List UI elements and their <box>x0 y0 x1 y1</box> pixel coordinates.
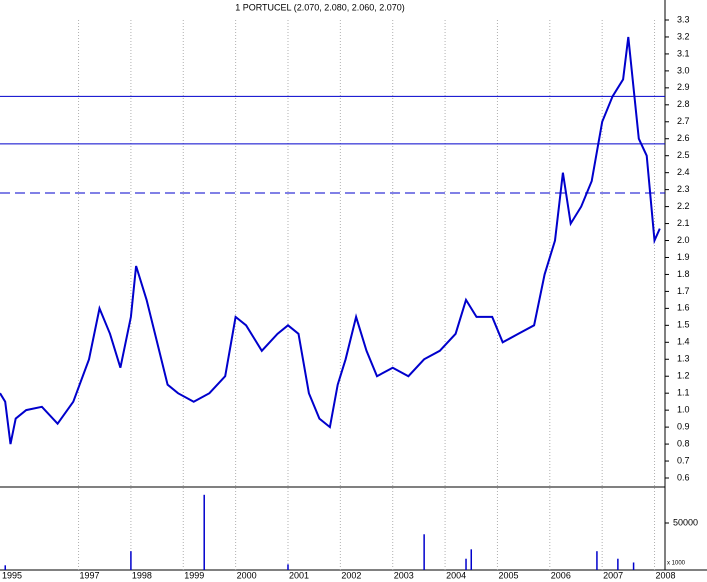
y-axis-label: x 1000 <box>667 561 686 567</box>
chart-title: 1 PORTUCEL (2.070, 2.080, 2.060, 2.070) <box>235 2 405 12</box>
y-tick-label: 1.6 <box>677 303 690 313</box>
y-tick-label: 1.9 <box>677 252 690 262</box>
y-tick-label: 0.9 <box>677 421 690 431</box>
x-tick-label: 2005 <box>498 570 518 580</box>
volume-bar <box>287 564 289 570</box>
y-tick-label: 3.0 <box>677 65 690 75</box>
y-tick-label: 2.4 <box>677 167 690 177</box>
y-tick-label: 50000 <box>673 517 698 527</box>
x-tick-label: 1999 <box>184 570 204 580</box>
y-tick-label: 3.1 <box>677 48 690 58</box>
y-tick-label: 0.7 <box>677 455 690 465</box>
y-tick-label: 1.1 <box>677 388 690 398</box>
y-tick-label: 1.8 <box>677 269 690 279</box>
x-tick-label: 2000 <box>237 570 257 580</box>
x-tick-label: 1995 <box>2 570 22 580</box>
x-tick-label: 1998 <box>132 570 152 580</box>
y-tick-label: 2.8 <box>677 99 690 109</box>
volume-bar <box>596 551 598 570</box>
y-tick-label: 2.7 <box>677 116 690 126</box>
x-tick-label: 2006 <box>551 570 571 580</box>
volume-bar <box>130 551 132 570</box>
volume-bar <box>617 558 619 570</box>
y-tick-label: 1.3 <box>677 354 690 364</box>
volume-bar <box>470 549 473 570</box>
x-tick-label: 2002 <box>341 570 361 580</box>
y-tick-label: 2.5 <box>677 150 690 160</box>
volume-bar <box>632 562 635 570</box>
y-tick-label: 1.0 <box>677 405 690 415</box>
y-tick-label: 1.4 <box>677 337 690 347</box>
volume-bar <box>203 494 205 570</box>
y-tick-label: 2.9 <box>677 82 690 92</box>
volume-bar <box>465 558 467 570</box>
y-tick-label: 3.2 <box>677 31 690 41</box>
x-tick-label: 2008 <box>656 570 676 580</box>
y-tick-label: 2.0 <box>677 235 690 245</box>
y-tick-label: 1.2 <box>677 371 690 381</box>
volume-bar <box>423 534 425 570</box>
y-tick-label: 2.6 <box>677 133 690 143</box>
x-tick-label: 1997 <box>80 570 100 580</box>
x-tick-label: 2004 <box>446 570 466 580</box>
x-tick-label: 2001 <box>289 570 309 580</box>
y-tick-label: 1.5 <box>677 320 690 330</box>
y-tick-label: 2.2 <box>677 201 690 211</box>
y-tick-label: 3.3 <box>677 14 690 24</box>
y-tick-label: 1.7 <box>677 286 690 296</box>
y-tick-label: 2.1 <box>677 218 690 228</box>
x-tick-label: 2003 <box>394 570 414 580</box>
x-tick-label: 2007 <box>603 570 623 580</box>
volume-bar <box>4 565 6 570</box>
y-tick-label: 0.8 <box>677 438 690 448</box>
price-line <box>0 36 661 445</box>
y-tick-label: 2.3 <box>677 184 690 194</box>
y-tick-label: 0.6 <box>677 472 690 482</box>
